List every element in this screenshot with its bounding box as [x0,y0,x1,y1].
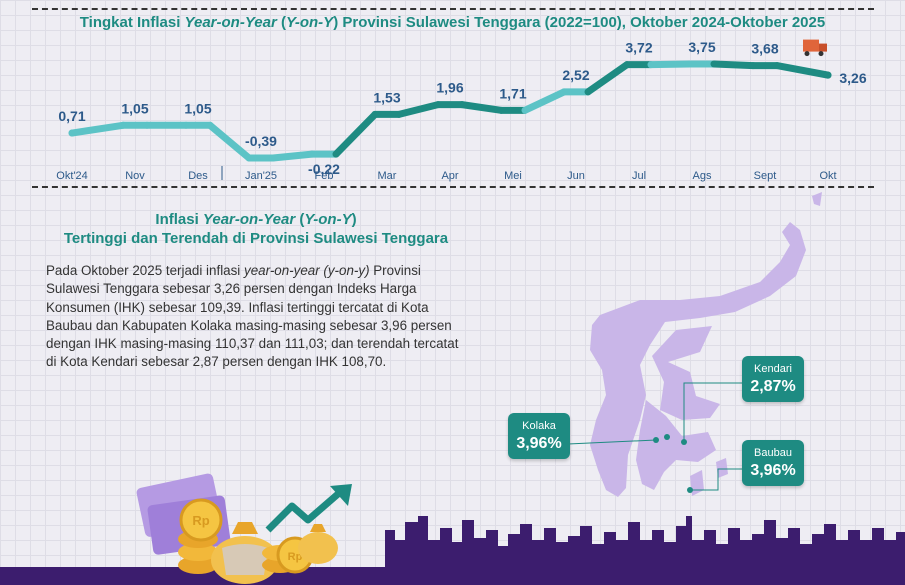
baubau-callout: Baubau 3,96% [742,440,804,486]
data-label: 3,72 [625,40,652,56]
x-tick-label: Feb [315,170,334,182]
kolaka-label: Kolaka [522,420,556,432]
top-dashed-divider [32,8,874,10]
middle-dashed-divider [32,186,874,188]
kolaka-marker [653,437,659,443]
baubau-value: 3,96% [750,462,796,479]
kendari-point [681,439,687,445]
x-tick-label: Jul [632,170,646,182]
sulawesi-map [590,192,822,497]
series-line-segment [332,110,379,158]
coin-stack-icon: Rp [178,498,223,574]
summary-paragraph: Pada Oktober 2025 terjadi inflasi year-o… [46,263,459,370]
series-line-segment [710,60,757,70]
data-label: -0,39 [245,133,277,149]
kolaka-callout: Kolaka 3,96% [508,413,570,459]
data-label: 1,53 [373,89,400,105]
series-line-segment [458,101,505,114]
series-line-segment [773,62,832,79]
data-label: 3,68 [751,41,778,57]
svg-text:Rp: Rp [192,513,209,528]
data-label: 1,05 [184,100,211,116]
x-tick-label: Ags [693,170,712,182]
map-leader-lines [567,382,742,491]
series-line-segment [584,61,631,96]
series-line-segment [395,101,442,118]
data-label: 1,05 [121,100,148,116]
data-label: -0,22 [308,161,340,177]
data-label: 3,26 [839,70,866,86]
kendari-value: 2,87% [750,378,796,395]
series-line-segment [521,88,568,114]
truck-icon [803,39,827,57]
data-label: 1,71 [499,85,526,101]
skyline-base [0,567,905,585]
money-bag-icon [211,522,279,584]
series-line-segment [647,60,694,69]
baubau-marker [687,487,693,493]
x-tick-label: Okt'24 [56,170,87,182]
kolaka-value: 3,96% [516,435,562,452]
series-line-segment [269,150,316,162]
kendari-marker [664,434,670,440]
x-tick-label: Jan'25 [245,170,277,182]
x-tick-label: Nov [125,170,145,182]
x-tick-label: Apr [441,170,458,182]
money-bag-small-icon [298,524,338,564]
data-label: 2,52 [562,67,589,83]
coin-icon: Rp [262,536,314,574]
baubau-label: Baubau [754,447,792,459]
x-tick-label: Jun [567,170,585,182]
x-tick-label: Okt [819,170,836,182]
data-label: 1,96 [436,80,463,96]
data-label: 0,71 [58,108,85,124]
svg-text:Rp: Rp [288,551,303,563]
series-line-segment [68,121,127,137]
kendari-label: Kendari [754,363,792,375]
x-tick-label: Des [188,170,208,182]
x-tick-label: Sept [754,170,777,182]
x-tick-label: Mei [504,170,522,182]
data-label: 3,75 [688,39,715,55]
x-tick-label: Mar [378,170,397,182]
section-title: Inflasi Year-on-Year (Y-on-Y) Tertinggi … [63,211,449,247]
growth-arrow-icon [265,484,352,533]
kendari-callout: Kendari 2,87% [742,356,804,402]
series-line-segment [206,121,253,162]
chart-title: Tingkat Inflasi Year-on-Year (Y-on-Y) Pr… [79,14,826,31]
line-chart: 0,71 Okt'24 1,05 Nov 1,05 Des -0,39 Jan'25 -0,22… [56,39,867,182]
